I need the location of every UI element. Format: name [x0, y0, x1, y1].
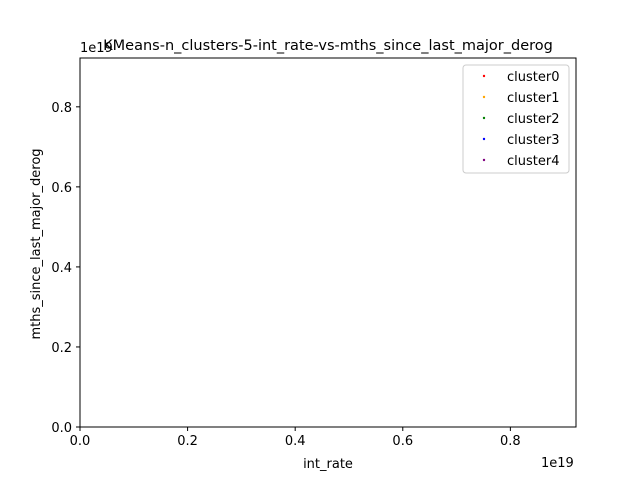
legend-marker	[482, 158, 486, 162]
legend-items: cluster0 cluster1 cluster2 cluster3 cluster4	[482, 70, 559, 169]
y-axis-label: mths_since_last_major_derog	[29, 148, 44, 339]
x-axis-offset-text: 1e19	[541, 456, 574, 471]
legend-item: cluster4	[482, 154, 559, 169]
plot-frame	[79, 57, 577, 428]
legend: cluster0 cluster1 cluster2 cluster3 cluster4	[462, 64, 570, 174]
y-tick-label: 0.6	[51, 181, 72, 196]
y-axis-offset-text: 1e19	[80, 41, 113, 56]
legend-label: cluster3	[507, 133, 559, 148]
x-tick-label: 0.2	[177, 434, 198, 449]
legend-item: cluster2	[482, 112, 559, 127]
y-tick-label: 0.8	[51, 101, 72, 116]
legend-item: cluster3	[482, 133, 559, 148]
legend-marker	[482, 95, 486, 99]
x-tick-label: 0.0	[70, 434, 91, 449]
legend-label: cluster0	[507, 70, 559, 85]
x-tick-label: 0.6	[392, 434, 413, 449]
y-tick-label: 0.2	[51, 341, 72, 356]
legend-label: cluster1	[507, 91, 559, 106]
x-axis-label: int_rate	[303, 457, 353, 472]
legend-item: cluster0	[482, 70, 559, 85]
y-tick-label: 0.0	[51, 421, 72, 436]
legend-marker	[482, 116, 486, 120]
x-tick-label: 0.8	[500, 434, 521, 449]
y-axis-ticks: 0.0 0.2 0.4 0.6 0.8	[51, 101, 80, 436]
legend-box	[462, 64, 570, 174]
x-tick-label: 0.4	[285, 434, 306, 449]
legend-marker	[482, 137, 486, 141]
y-tick-label: 0.4	[51, 261, 72, 276]
chart-title: KMeans-n_clusters-5-int_rate-vs-mths_sin…	[103, 38, 553, 54]
x-axis-ticks: 0.0 0.2 0.4 0.6 0.8	[70, 427, 521, 449]
legend-item: cluster1	[482, 91, 559, 106]
legend-label: cluster4	[507, 154, 559, 169]
legend-marker	[482, 74, 486, 78]
legend-label: cluster2	[507, 112, 559, 127]
